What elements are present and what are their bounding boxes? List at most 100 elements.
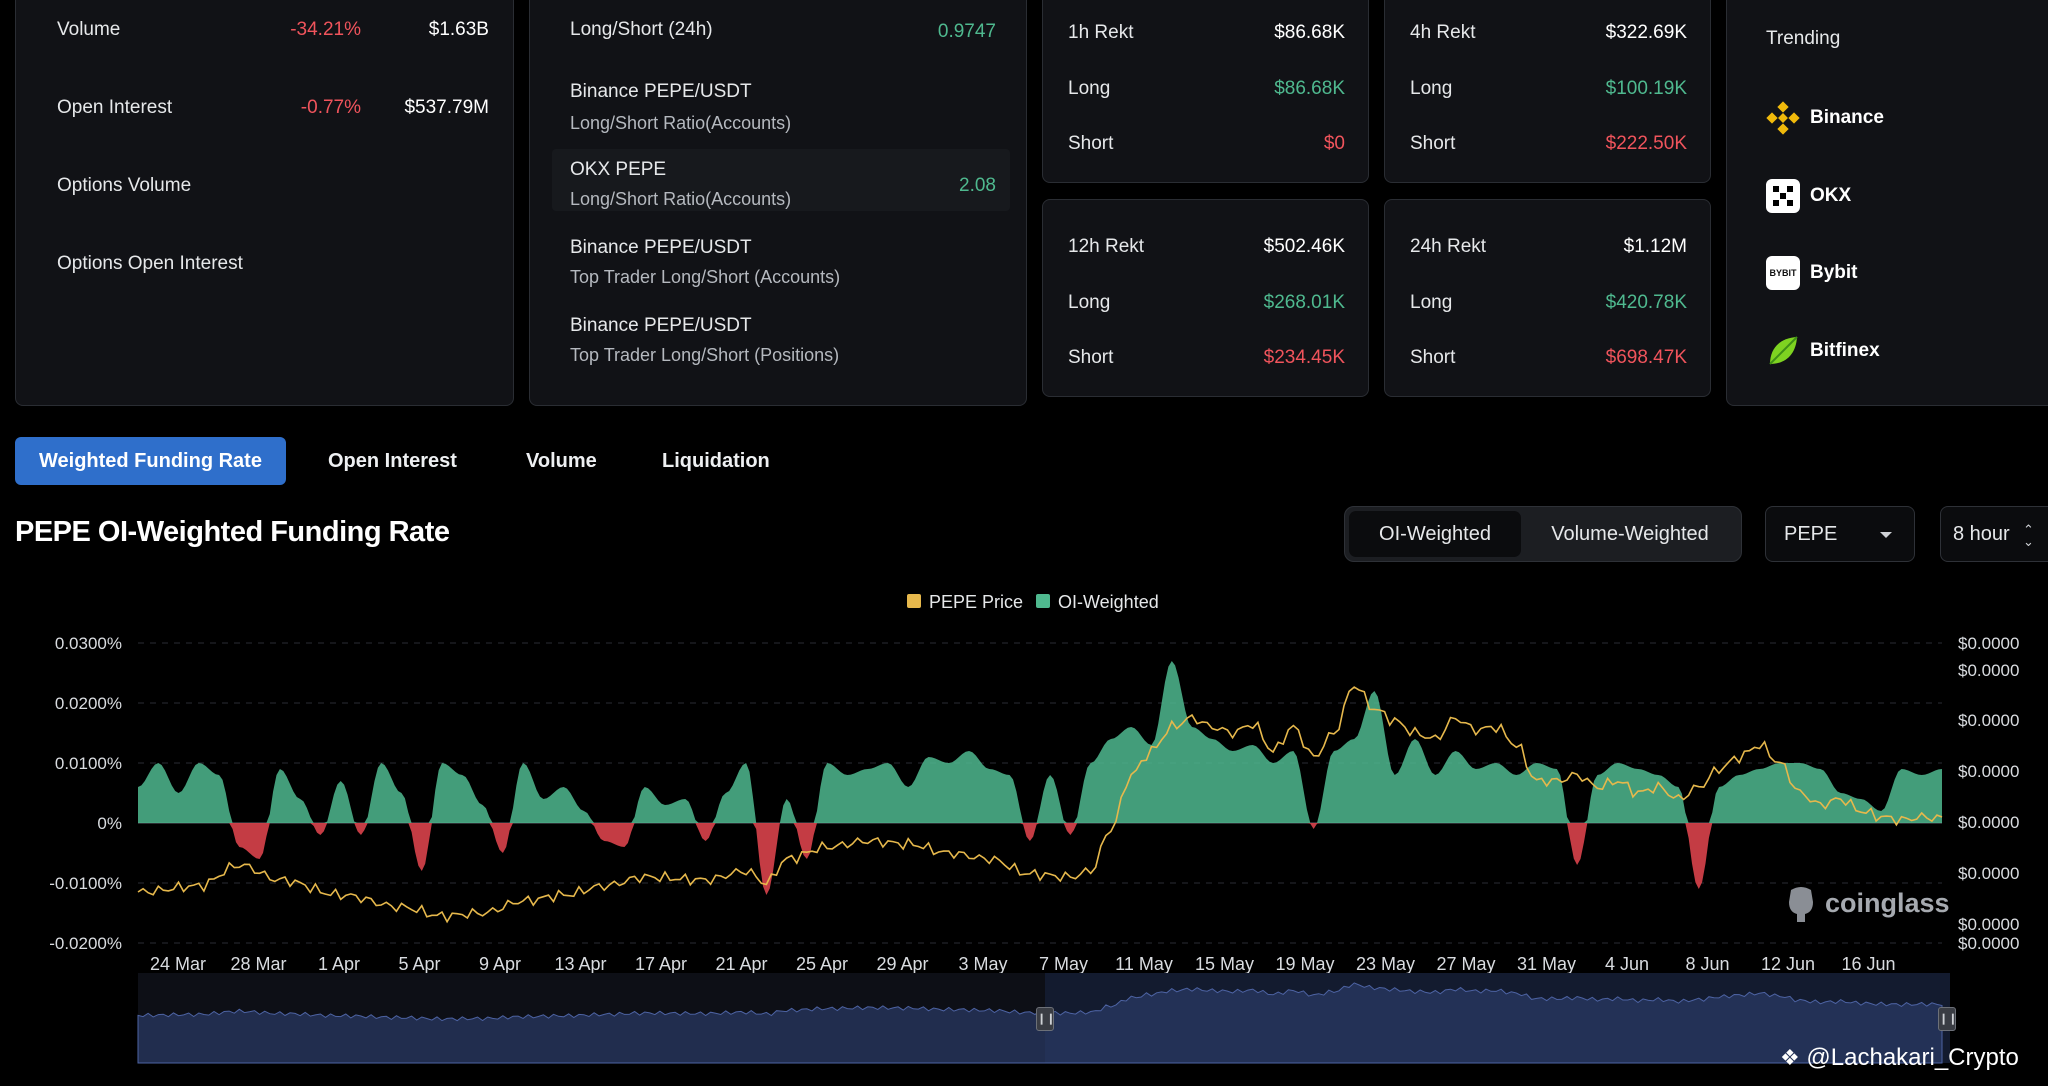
trending-exchange-bybit[interactable]: BYBIT Bybit	[1766, 256, 1858, 290]
funding-negative-area	[138, 823, 1942, 895]
legend-swatch-oi	[1036, 594, 1050, 608]
rekt-short-label: Short	[1068, 347, 1114, 368]
rekt-short-value: $234.45K	[1263, 347, 1345, 368]
legend-label-price: PEPE Price	[929, 592, 1023, 612]
chart-grid	[138, 642, 1942, 944]
x-tick-label: 16 Jun	[1841, 954, 1895, 974]
coinglass-logo-icon	[1785, 886, 1817, 922]
tab-weighted-funding-rate[interactable]: Weighted Funding Rate	[15, 437, 286, 485]
rekt-total: $86.68K	[1274, 22, 1345, 43]
rekt-short-label: Short	[1410, 133, 1456, 154]
stat-label-options-volume: Options Volume	[57, 175, 192, 196]
rekt-title: 12h Rekt	[1068, 236, 1145, 257]
tab-open-interest[interactable]: Open Interest	[328, 450, 457, 472]
rekt-short-value: $222.50K	[1605, 133, 1687, 154]
y-right-tick-label: $0.0000	[1958, 813, 2019, 832]
legend-swatch-price	[907, 594, 921, 608]
ratio-item[interactable]: Binance PEPE/USDT Long/Short Ratio(Accou…	[552, 71, 1010, 143]
bybit-icon-text: BYBIT	[1769, 268, 1797, 278]
interval-select[interactable]: 8 hour ⌃ ⌄	[1940, 506, 2048, 562]
coinglass-brand: coinglass	[1825, 888, 1950, 918]
caret-down-icon	[1880, 532, 1892, 538]
y-tick-label: 0%	[97, 814, 122, 833]
stat-value-open-interest: $537.79M	[404, 97, 489, 118]
ratio-item-name: Binance PEPE/USDT	[570, 237, 752, 258]
range-handle-right[interactable]: ❙❙	[1938, 1007, 1957, 1031]
y-right-tick-label: $0.0000	[1958, 661, 2019, 680]
tab-volume[interactable]: Volume	[526, 450, 597, 472]
y-axis-left: 0.0300% 0.0200% 0.0100% 0% -0.0100% -0.0200%	[49, 634, 122, 953]
section-title: PEPE OI-Weighted Funding Rate	[15, 516, 450, 548]
long-short-card: Long/Short (24h) 0.9747 Binance PEPE/USD…	[529, 0, 1027, 406]
stat-value-volume: $1.63B	[428, 19, 489, 40]
rekt-long-value: $100.19K	[1605, 78, 1687, 99]
x-tick-label: 13 Apr	[554, 954, 606, 974]
y-tick-label: -0.0100%	[49, 874, 122, 893]
rekt-long-label: Long	[1410, 78, 1453, 99]
author-handle: @Lachakari_Crypto	[1806, 1044, 2019, 1071]
symbol-select-value: PEPE	[1784, 523, 1838, 545]
rekt-title: 1h Rekt	[1068, 22, 1134, 43]
trending-exchange-binance[interactable]: Binance	[1766, 101, 1884, 135]
x-tick-label: 23 May	[1356, 954, 1415, 974]
stat-label-open-interest: Open Interest	[57, 97, 173, 118]
legend-label-oi: OI-Weighted	[1058, 592, 1159, 612]
funding-area-series	[138, 661, 1942, 895]
funding-positive-area	[138, 661, 1942, 823]
stats-card: Volume -34.21% $1.63B Open Interest -0.7…	[15, 0, 514, 406]
ratio-item-name: OKX PEPE	[570, 159, 667, 180]
ratio-item-sub: Top Trader Long/Short (Accounts)	[570, 267, 841, 287]
interval-select-value: 8 hour	[1953, 523, 2010, 545]
range-handle-left[interactable]: ❙❙	[1036, 1007, 1055, 1031]
volume-weighted-button[interactable]: Volume-Weighted	[1551, 523, 1709, 545]
y-right-tick-label: $0.0000	[1958, 915, 2019, 934]
okx-icon	[1766, 179, 1800, 213]
rekt-total: $1.12M	[1623, 236, 1687, 257]
y-right-tick-label: $0.0000	[1958, 864, 2019, 883]
author-watermark: ❖ @Lachakari_Crypto	[1780, 1044, 2019, 1072]
x-tick-label: 19 May	[1275, 954, 1334, 974]
stat-label-volume: Volume	[57, 19, 121, 40]
y-right-tick-label: $0.0000	[1958, 762, 2019, 781]
trending-exchange-okx[interactable]: OKX	[1766, 179, 1851, 213]
symbol-select[interactable]: PEPE	[1765, 506, 1915, 562]
long-short-title: Long/Short (24h)	[570, 19, 713, 40]
ratio-item[interactable]: Binance PEPE/USDT Top Trader Long/Short …	[552, 307, 1010, 379]
binance-icon	[1766, 101, 1800, 135]
y-right-tick-label: $0.0000	[1958, 634, 2019, 653]
tab-liquidation[interactable]: Liquidation	[662, 450, 770, 472]
y-tick-label: 0.0100%	[55, 754, 122, 773]
x-tick-label: 1 Apr	[318, 954, 360, 974]
rekt-long-label: Long	[1068, 292, 1111, 313]
trending-exchange-name: Bitfinex	[1810, 340, 1880, 361]
rekt-card-24h: 24h Rekt $1.12M Long $420.78K Short $698…	[1384, 199, 1711, 397]
x-tick-label: 24 Mar	[150, 954, 206, 974]
rekt-title: 24h Rekt	[1410, 236, 1487, 257]
stat-change-open-interest: -0.77%	[300, 97, 361, 118]
rekt-title: 4h Rekt	[1410, 22, 1476, 43]
oi-weighted-button[interactable]: OI-Weighted	[1349, 511, 1521, 557]
rekt-total: $502.46K	[1263, 236, 1345, 257]
rekt-long-value: $420.78K	[1605, 292, 1687, 313]
y-right-tick-label: $0.0000	[1958, 711, 2019, 730]
rekt-short-label: Short	[1068, 133, 1114, 154]
y-right-tick-label: $0.0000	[1958, 934, 2019, 953]
x-tick-label: 7 May	[1039, 954, 1088, 974]
price-line-series	[137, 686, 1943, 924]
y-tick-label: -0.0200%	[49, 934, 122, 953]
trending-exchange-bitfinex[interactable]: Bitfinex	[1766, 334, 1880, 368]
ratio-item-highlighted[interactable]: OKX PEPE Long/Short Ratio(Accounts) 2.08	[552, 149, 1010, 211]
ratio-item-sub: Top Trader Long/Short (Positions)	[570, 345, 840, 365]
y-tick-label: 0.0200%	[55, 694, 122, 713]
stat-label-options-open-interest: Options Open Interest	[57, 253, 243, 274]
y-tick-label: 0.0300%	[55, 634, 122, 653]
trending-title: Trending	[1766, 28, 1841, 49]
x-tick-label: 3 May	[958, 954, 1007, 974]
ratio-item-value: 2.08	[959, 175, 996, 196]
ratio-item-sub: Long/Short Ratio(Accounts)	[570, 113, 792, 133]
x-tick-label: 27 May	[1436, 954, 1495, 974]
rekt-long-label: Long	[1410, 292, 1453, 313]
y-axis-right: $0.0000$0.0000$0.0000$0.0000$0.0000$0.00…	[1958, 634, 2019, 953]
long-short-title-value: 0.9747	[937, 21, 996, 42]
ratio-item[interactable]: Binance PEPE/USDT Top Trader Long/Short …	[552, 229, 1010, 301]
